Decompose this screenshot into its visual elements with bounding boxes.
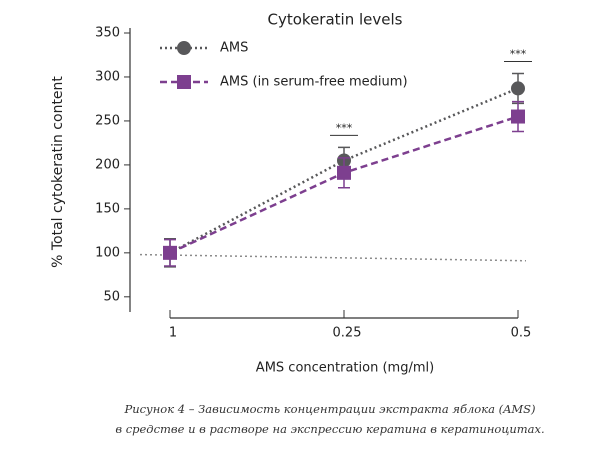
significance-label: *** <box>510 47 527 60</box>
x-tick-label: 0.25 <box>333 326 362 341</box>
y-tick-label: 100 <box>95 245 120 260</box>
marker <box>163 245 177 260</box>
marker <box>511 81 525 96</box>
marker <box>337 165 351 180</box>
y-tick-label: 50 <box>103 289 120 304</box>
x-tick-label: 0.5 <box>511 326 532 341</box>
y-tick-label: 250 <box>95 113 120 128</box>
y-tick-label: 200 <box>95 157 120 172</box>
marker <box>511 109 525 124</box>
y-tick-label: 300 <box>95 69 120 84</box>
caption: в средстве и в растворе на экспрессию ке… <box>115 422 544 436</box>
significance-label: *** <box>336 121 353 134</box>
y-axis-label: % Total cytokeratin content <box>50 76 66 268</box>
x-tick-label: 1 <box>169 326 177 341</box>
legend-marker <box>177 41 191 55</box>
caption: Рисунок 4 – Зависимость концентрации экс… <box>123 402 535 416</box>
legend-marker <box>177 75 191 89</box>
x-axis-label: AMS concentration (mg/ml) <box>256 361 434 376</box>
chart-title: Cytokeratin levels <box>268 11 403 29</box>
y-tick-label: 150 <box>95 201 120 216</box>
legend-label: AMS <box>220 41 248 56</box>
legend-label: AMS (in serum-free medium) <box>220 75 408 90</box>
reference-line <box>139 253 527 262</box>
y-tick-label: 350 <box>95 26 120 41</box>
